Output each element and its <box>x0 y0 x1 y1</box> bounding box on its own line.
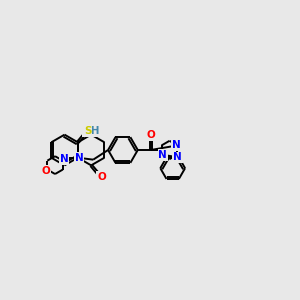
Text: O: O <box>42 166 50 176</box>
Text: N: N <box>75 153 83 163</box>
Text: N: N <box>158 150 167 160</box>
Text: N: N <box>173 152 182 163</box>
Text: N: N <box>60 154 68 164</box>
Text: N: N <box>172 140 181 150</box>
Text: O: O <box>97 172 106 182</box>
Text: S: S <box>84 126 92 136</box>
Text: NH: NH <box>82 126 100 136</box>
Text: O: O <box>146 130 155 140</box>
